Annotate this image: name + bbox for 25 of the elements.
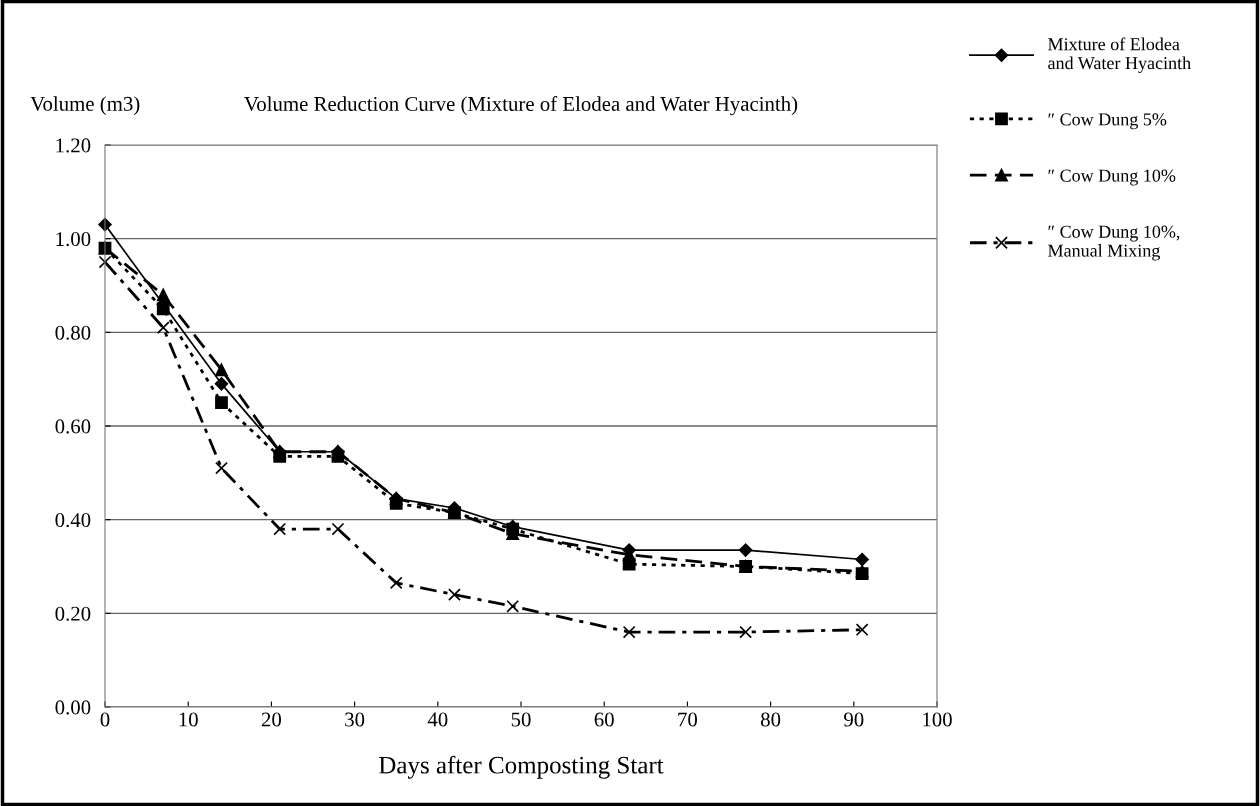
y-axis-title: Volume (m3) xyxy=(30,96,140,116)
y-tick-label: 0.20 xyxy=(55,606,91,621)
x-tick-label: 10 xyxy=(179,712,198,727)
x-tick-label: 30 xyxy=(345,712,365,727)
chart-title: Volume Reduction Curve (Mixture of Elodea and Water Hyacinth) xyxy=(244,96,798,116)
y-tick-label: 1.20 xyxy=(56,138,91,153)
legend-label: ″ Cow Dung 5% xyxy=(1048,113,1167,130)
x-tick-label: 60 xyxy=(594,712,614,727)
legend-label: ″ Cow Dung 10% xyxy=(1048,169,1176,186)
x-axis-title: Days after Composting Start xyxy=(379,755,664,779)
x-tick-label: 90 xyxy=(844,712,864,727)
x-tick-label: 70 xyxy=(678,712,698,727)
legend-label: Mixture of Elodea and Water Hyacinth xyxy=(1048,37,1191,73)
x-tick-label: 20 xyxy=(261,712,282,727)
y-tick-label: 0.00 xyxy=(55,700,91,715)
legend-label: ″ Cow Dung 10%, Manual Mixing xyxy=(1048,225,1180,261)
y-tick-label: 0.80 xyxy=(55,325,91,340)
y-tick-label: 1.00 xyxy=(56,232,91,247)
x-tick-label: 0 xyxy=(100,712,110,727)
y-tick-label: 0.60 xyxy=(55,419,91,434)
y-tick-label: 0.40 xyxy=(55,513,91,528)
x-tick-label: 50 xyxy=(511,712,531,727)
x-tick-label: 80 xyxy=(760,712,781,727)
x-tick-label: 100 xyxy=(923,712,952,727)
x-tick-label: 40 xyxy=(427,712,448,727)
